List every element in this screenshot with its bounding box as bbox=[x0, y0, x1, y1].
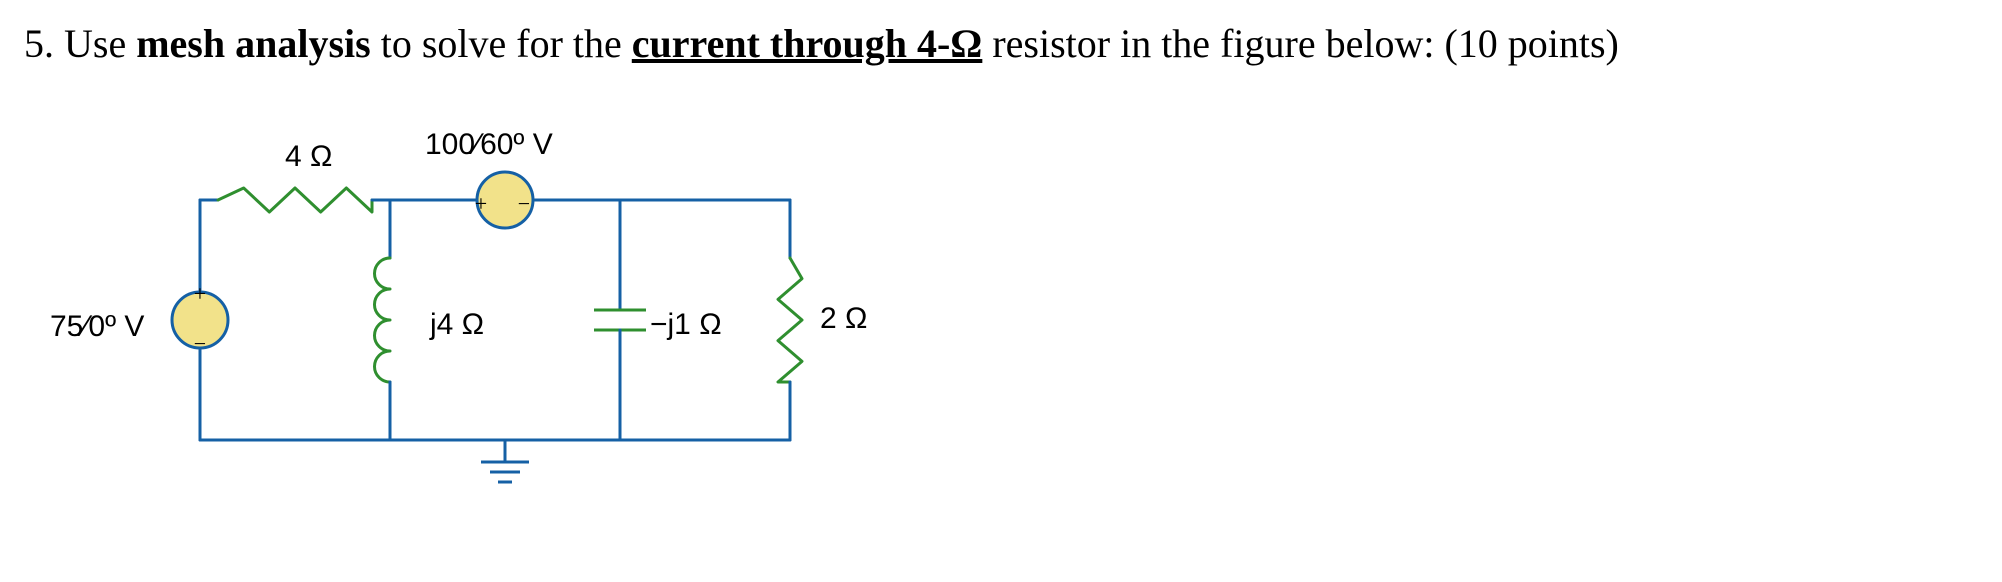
question-mid-2: resistor in the figure below: bbox=[982, 21, 1444, 66]
label-neg-j1: −j1 Ω bbox=[650, 308, 722, 342]
question-bold-underline: current through 4-Ω bbox=[632, 21, 983, 66]
label-75v: 75∕0º V bbox=[50, 310, 144, 344]
question-number: 5. bbox=[24, 21, 54, 66]
question-mid-1: to solve for the bbox=[371, 21, 632, 66]
question-pre: Use bbox=[64, 21, 136, 66]
label-4ohm: 4 Ω bbox=[285, 140, 332, 174]
label-100v: 100∕60º V bbox=[425, 128, 553, 162]
question-bold-1: mesh analysis bbox=[136, 21, 371, 66]
svg-text:+: + bbox=[475, 191, 487, 216]
question-tail: (10 points) bbox=[1444, 21, 1618, 66]
page-root: { "question": { "number": "5.", "pre": "… bbox=[0, 0, 2002, 582]
question-text: 5. Use mesh analysis to solve for the cu… bbox=[24, 20, 1619, 67]
circuit-svg: +−+− bbox=[60, 120, 960, 560]
label-2ohm: 2 Ω bbox=[820, 302, 867, 336]
svg-text:+: + bbox=[194, 281, 206, 306]
circuit-diagram: +−+− 4 Ω 100∕60º V 75∕0º V j4 Ω −j1 Ω 2 … bbox=[60, 120, 960, 560]
label-j4: j4 Ω bbox=[430, 308, 484, 342]
svg-text:−: − bbox=[518, 191, 530, 216]
